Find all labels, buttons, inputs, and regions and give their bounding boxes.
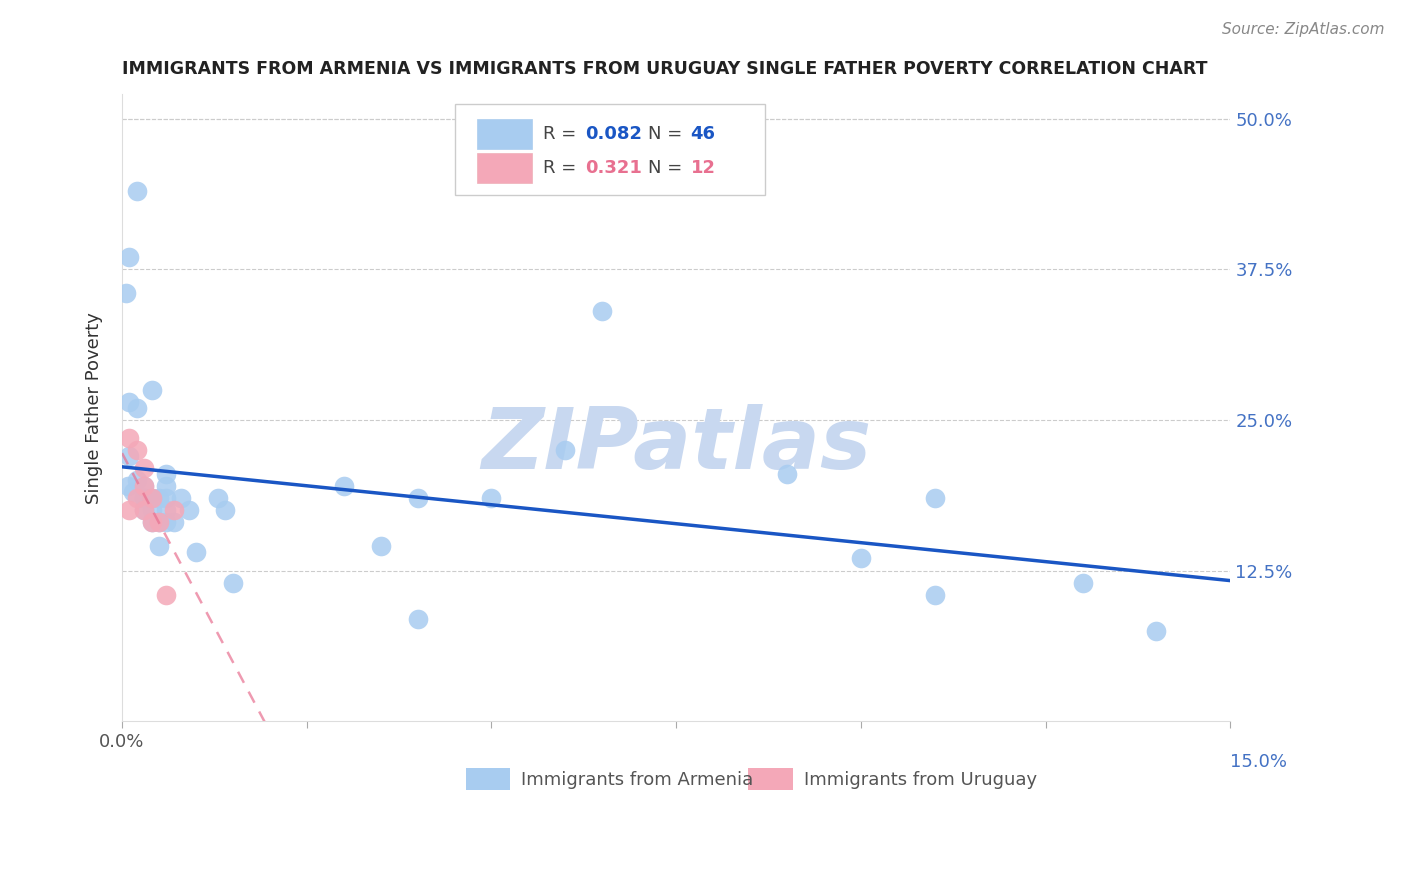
Point [125, 473, 148, 487]
Point [148, 540, 170, 554]
Text: Source: ZipAtlas.com: Source: ZipAtlas.com [1222, 22, 1385, 37]
Point [118, 250, 141, 264]
Text: 15.0%: 15.0% [1230, 753, 1288, 771]
Point [924, 491, 946, 506]
Point [554, 442, 576, 457]
Point [118, 394, 141, 409]
Point [155, 467, 177, 481]
Point [118, 503, 141, 517]
Point [134, 479, 156, 493]
Text: N =: N = [648, 125, 689, 143]
Point [406, 491, 429, 506]
Point [141, 516, 163, 530]
Point [141, 503, 163, 517]
FancyBboxPatch shape [454, 103, 765, 194]
Text: IMMIGRANTS FROM ARMENIA VS IMMIGRANTS FROM URUGUAY SINGLE FATHER POVERTY CORRELA: IMMIGRANTS FROM ARMENIA VS IMMIGRANTS FR… [122, 60, 1208, 78]
Point [141, 491, 163, 506]
Point [170, 491, 193, 506]
Point [155, 516, 177, 530]
Point [125, 184, 148, 198]
Point [1071, 575, 1094, 590]
Point [214, 503, 236, 517]
Point [481, 491, 503, 506]
Point [125, 401, 148, 415]
Point [155, 588, 177, 602]
Point [155, 491, 177, 506]
Text: Immigrants from Armenia: Immigrants from Armenia [522, 771, 754, 789]
Point [370, 540, 392, 554]
Point [134, 491, 156, 506]
Point [125, 442, 148, 457]
Text: R =: R = [543, 125, 582, 143]
Point [141, 491, 163, 506]
FancyBboxPatch shape [477, 119, 531, 149]
Point [849, 551, 872, 566]
Point [118, 431, 141, 445]
Point [148, 516, 170, 530]
Text: R =: R = [543, 159, 582, 177]
Point [141, 383, 163, 397]
Text: N =: N = [648, 159, 689, 177]
Point [134, 491, 156, 506]
Point [122, 485, 145, 500]
Point [924, 588, 946, 602]
Text: ZIPatlas: ZIPatlas [481, 404, 872, 487]
Point [591, 304, 613, 318]
Point [134, 491, 156, 506]
Point [155, 479, 177, 493]
Point [1146, 624, 1168, 638]
Point [118, 449, 141, 463]
Y-axis label: Single Father Poverty: Single Father Poverty [86, 312, 103, 504]
Point [163, 503, 186, 517]
Point [406, 612, 429, 626]
Point [117, 479, 139, 493]
Point [177, 503, 200, 517]
FancyBboxPatch shape [465, 768, 510, 790]
Point [155, 503, 177, 517]
FancyBboxPatch shape [477, 153, 531, 183]
Point [114, 286, 136, 301]
Text: 12: 12 [690, 159, 716, 177]
Point [134, 461, 156, 475]
Text: 0.321: 0.321 [585, 159, 643, 177]
Point [184, 545, 207, 559]
Point [222, 575, 245, 590]
Point [148, 516, 170, 530]
Point [332, 479, 354, 493]
Point [163, 516, 186, 530]
Point [148, 491, 170, 506]
Point [207, 491, 229, 506]
Text: Immigrants from Uruguay: Immigrants from Uruguay [804, 771, 1036, 789]
Point [134, 503, 156, 517]
Point [125, 491, 148, 506]
Point [134, 479, 156, 493]
Point [776, 467, 799, 481]
Text: 46: 46 [690, 125, 716, 143]
FancyBboxPatch shape [748, 768, 793, 790]
Point [134, 503, 156, 517]
Text: 0.082: 0.082 [585, 125, 643, 143]
Point [141, 516, 163, 530]
